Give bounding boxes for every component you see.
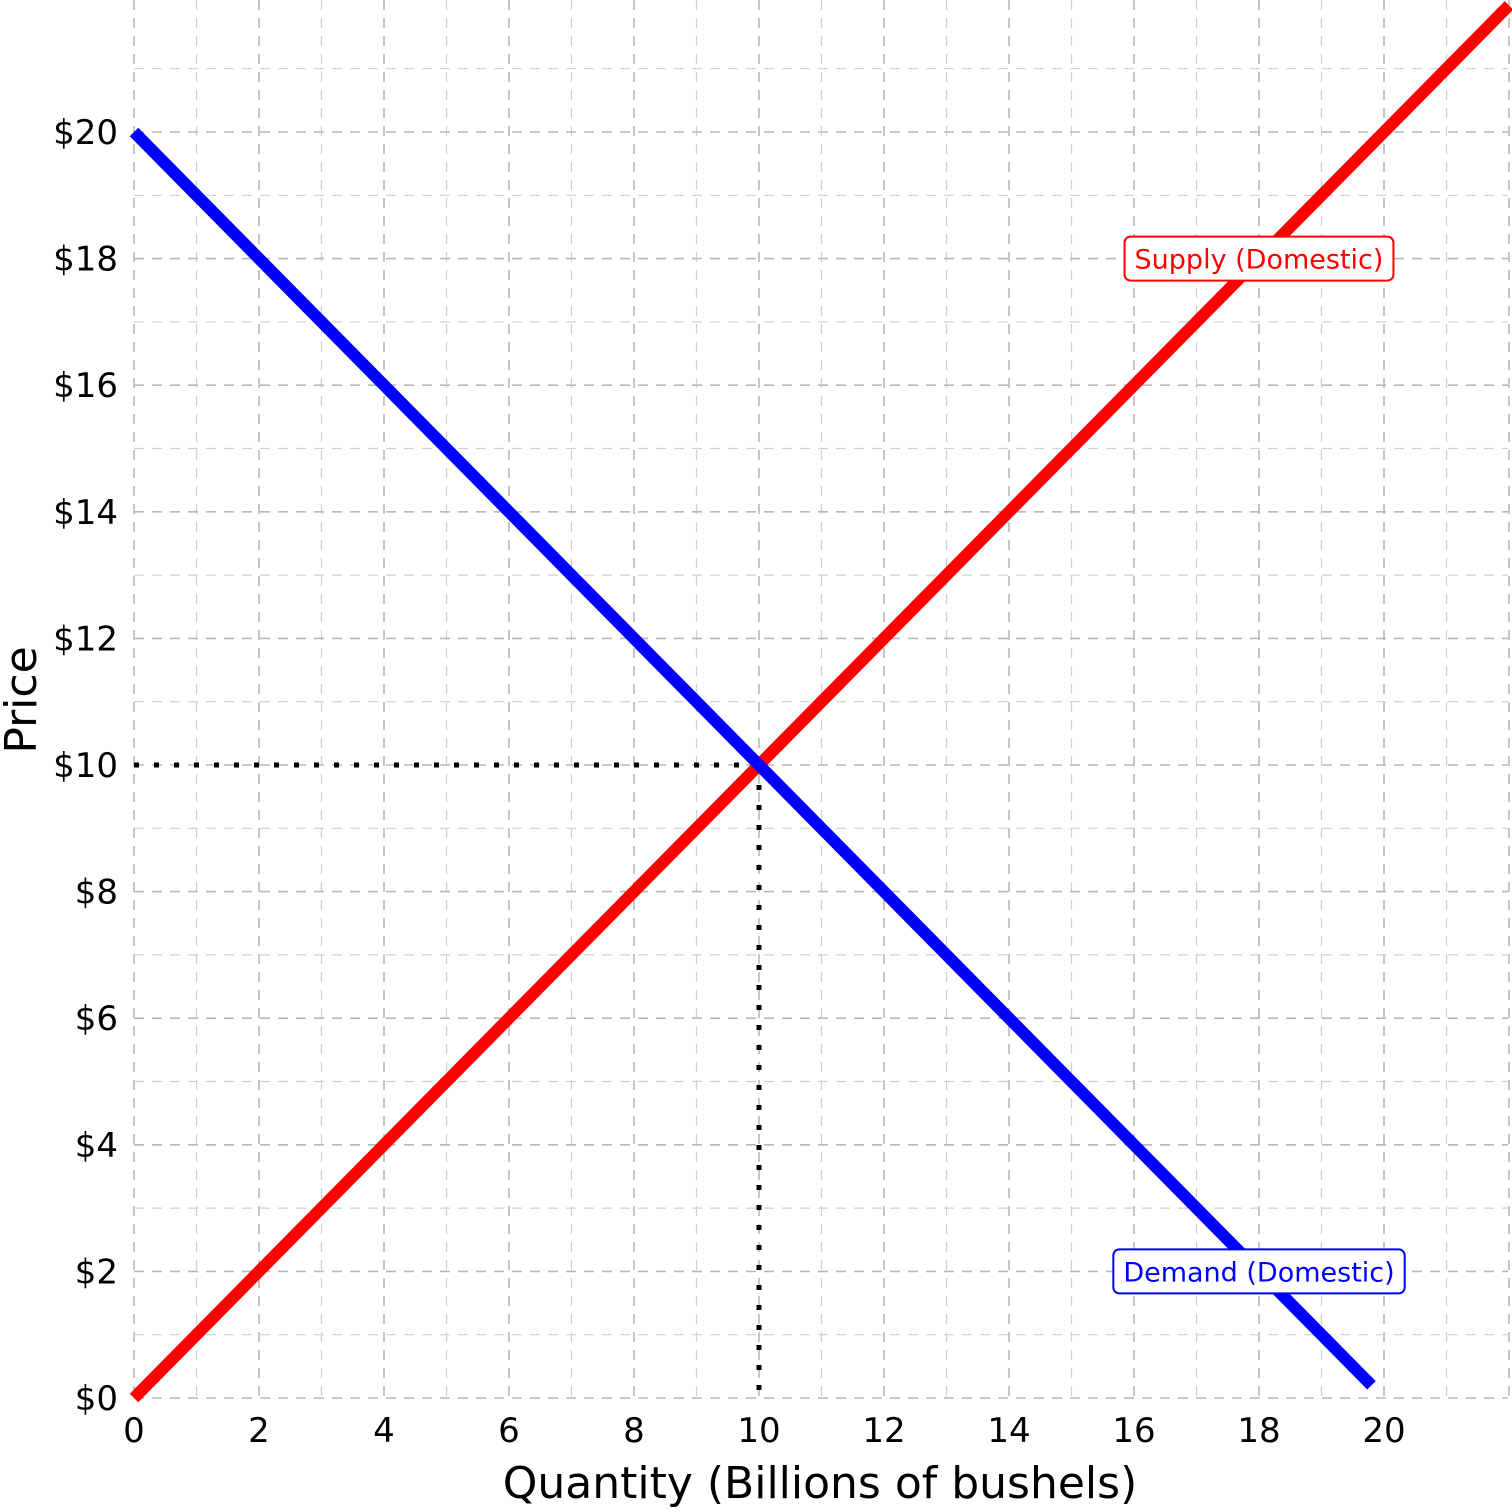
demand-label-box [1112, 1248, 1406, 1295]
curve-labels: Supply (Domestic) Demand (Domestic) [1112, 235, 1406, 1295]
supply-label: Supply (Domestic) [1135, 245, 1384, 276]
x-tick-label: 2 [248, 1411, 270, 1451]
x-tick-label: 10 [737, 1411, 780, 1451]
y-tick-label: $14 [53, 493, 118, 533]
x-tick-label: 0 [123, 1411, 145, 1451]
x-tick-label: 4 [373, 1411, 395, 1451]
x-axis-title: Quantity (Billions of bushels) [503, 1458, 1138, 1509]
y-axis-ticks: $0 $2 $4 $6 $8 $10 $12 $14 $16 $18 $20 [53, 113, 118, 1419]
equilibrium-guides [134, 762, 762, 1398]
x-tick-label: 16 [1112, 1411, 1155, 1451]
x-tick-label: 20 [1362, 1411, 1405, 1451]
y-tick-label: $20 [53, 113, 118, 153]
x-tick-label: 6 [498, 1411, 520, 1451]
x-tick-label: 12 [862, 1411, 905, 1451]
y-tick-label: $4 [75, 1126, 118, 1166]
y-tick-label: $12 [53, 619, 118, 659]
y-tick-label: $18 [53, 240, 118, 280]
x-tick-label: 14 [987, 1411, 1030, 1451]
supply-label-box [1123, 235, 1395, 282]
y-tick-label: $0 [75, 1379, 118, 1419]
y-tick-label: $6 [75, 999, 118, 1039]
demand-label: Demand (Domestic) [1123, 1257, 1394, 1288]
x-tick-label: 8 [623, 1411, 645, 1451]
y-tick-label: $8 [75, 873, 118, 913]
y-tick-label: $10 [53, 746, 118, 786]
x-axis-ticks: 0 2 4 6 8 10 12 14 16 18 20 [123, 1411, 1405, 1451]
x-tick-label: 18 [1237, 1411, 1280, 1451]
y-tick-label: $2 [75, 1252, 118, 1292]
y-axis-title: Price [0, 646, 47, 753]
demand-line [129, 127, 1376, 1390]
y-tick-label: $16 [53, 366, 118, 406]
